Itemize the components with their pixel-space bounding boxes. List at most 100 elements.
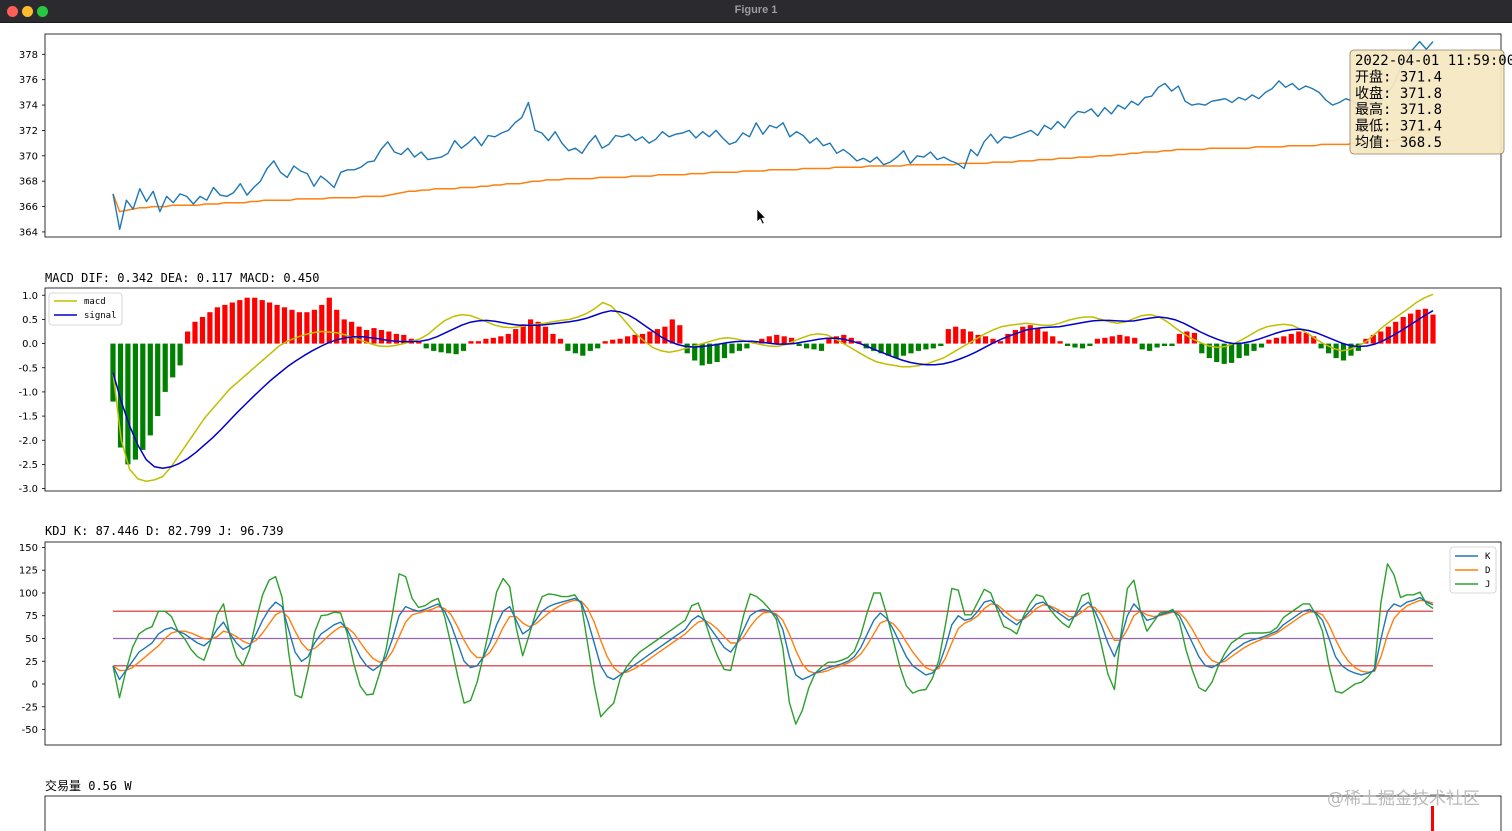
price-axes <box>44 33 1502 238</box>
macd-legend-label: macd <box>84 297 106 307</box>
macd-hist-bar <box>378 330 385 344</box>
macd-hist-bar <box>647 331 653 344</box>
macd-hist-bar <box>871 343 877 351</box>
macd-hist-bar <box>1191 332 1197 344</box>
macd-hist-bar <box>692 343 698 361</box>
macd-title: MACD DIF: 0.342 DEA: 0.117 MACD: 0.450 <box>45 271 320 285</box>
kdj-axes <box>44 541 1502 746</box>
macd-hist-bar <box>1385 326 1391 344</box>
kdj-legend: K D J <box>1449 546 1497 594</box>
macd-y-ticks: -3.0 -2.5 -2.0 -1.5 -1.0 -0.5 0.0 0.5 1.0 <box>18 291 45 495</box>
macd-hist-bar <box>610 339 616 344</box>
macd-hist-bar <box>1311 336 1317 344</box>
macd-hist-bar <box>1154 343 1160 348</box>
macd-hist-bar <box>617 338 623 344</box>
macd-hist-bar <box>185 331 191 344</box>
price-line <box>112 40 1434 231</box>
macd-axes <box>44 287 1502 492</box>
tooltip-line: 均值: 368.5 <box>1355 135 1442 151</box>
macd-hist-bar <box>393 333 399 344</box>
mouse-cursor-icon <box>756 208 767 225</box>
macd-hist-bar <box>199 317 206 344</box>
j-legend-label: J <box>1485 580 1490 590</box>
price-y-tick-label: 368 <box>19 177 38 188</box>
macd-hist-bar <box>1199 343 1205 354</box>
signal-legend-label: signal <box>84 311 117 321</box>
macd-hist-bar <box>915 343 921 351</box>
kdj-y-tick-label: -50 <box>22 725 38 736</box>
macd-hist-bar <box>1266 339 1272 344</box>
macd-hist-bar <box>736 343 742 351</box>
macd-hist-bar <box>1422 308 1429 344</box>
macd-hist-bar <box>192 321 198 344</box>
macd-hist-bar <box>1393 321 1399 344</box>
close-window-button[interactable] <box>7 6 18 17</box>
macd-hist-bar <box>707 343 713 364</box>
macd-hist-bar <box>1027 325 1033 344</box>
macd-hist-bar <box>1318 343 1324 349</box>
macd-hist-bar <box>818 343 825 351</box>
macd-hist-bar <box>975 334 981 344</box>
macd-hist-bar <box>632 334 638 344</box>
tooltip-line: 开盘: 371.4 <box>1355 68 1442 85</box>
macd-hist-bar <box>1340 343 1347 361</box>
macd-hist-bar <box>1117 334 1123 344</box>
macd-hist-bar <box>207 312 213 344</box>
zoom-window-button[interactable] <box>37 6 48 17</box>
macd-hist-bar <box>304 312 310 344</box>
macd-hist-bar <box>1415 309 1421 344</box>
macd-hist-bar <box>990 338 996 344</box>
macd-hist-bar <box>1288 333 1294 344</box>
macd-hist-bar <box>580 343 586 356</box>
macd-hist-bar <box>1161 343 1168 346</box>
macd-hist-bar <box>1139 343 1145 350</box>
macd-hist-bar <box>140 343 146 450</box>
macd-hist-bar <box>1333 343 1339 359</box>
minimize-window-button[interactable] <box>22 6 33 17</box>
macd-hist-bar <box>147 343 153 436</box>
figure-canvas[interactable]: 364 366 368 370 372 374 376 378 2022-04-01 11:5… <box>0 22 1512 831</box>
macd-hist-bar <box>900 343 907 356</box>
price-y-tick-label: 372 <box>19 126 38 137</box>
macd-hist-bar <box>587 343 593 351</box>
macd-hist-bar <box>244 297 250 344</box>
macd-hist-bar <box>1214 343 1220 362</box>
macd-hist-bar <box>1273 337 1279 344</box>
macd-y-tick-label: -1.0 <box>18 387 38 398</box>
macd-hist-bar <box>1079 343 1086 349</box>
macd-hist-bar <box>766 336 772 344</box>
macd-hist-bar <box>505 333 511 344</box>
macd-hist-bar <box>654 329 660 344</box>
macd-hist-bar <box>281 307 288 344</box>
macd-line <box>112 293 1434 483</box>
macd-hist-bar <box>930 343 936 349</box>
macd-hist-bar <box>886 343 892 356</box>
macd-hist-bar <box>759 338 765 344</box>
macd-hist-bar <box>826 338 832 344</box>
macd-hist-bar <box>334 309 340 344</box>
macd-hist-bar <box>1087 343 1093 346</box>
macd-hist-bar <box>1065 343 1071 346</box>
macd-hist-bar <box>431 343 437 351</box>
macd-hist-bar <box>483 338 489 344</box>
kdj-y-tick-label: 150 <box>19 543 38 554</box>
macd-hist-bar <box>319 304 325 344</box>
macd-hist-bar <box>132 343 138 460</box>
volume-bar <box>1431 806 1434 831</box>
macd-hist-bar <box>1132 337 1138 344</box>
macd-hist-bar <box>1430 314 1436 344</box>
macd-hist-bar <box>856 341 862 344</box>
macd-hist-bar <box>1124 336 1130 344</box>
macd-hist-bar <box>237 300 243 344</box>
macd-hist-bar <box>1050 336 1056 344</box>
macd-hist-bar <box>729 343 735 354</box>
macd-hist-bar <box>945 329 951 344</box>
macd-hist-bar <box>982 336 989 344</box>
macd-y-tick-label: -2.0 <box>18 436 38 447</box>
macd-hist-bar <box>1378 331 1384 344</box>
macd-hist-bar <box>1072 343 1078 348</box>
macd-hist-bar <box>438 343 444 353</box>
volume-axes <box>44 795 1502 831</box>
price-y-tick-label: 364 <box>19 227 38 238</box>
macd-hist-bar <box>699 343 705 366</box>
